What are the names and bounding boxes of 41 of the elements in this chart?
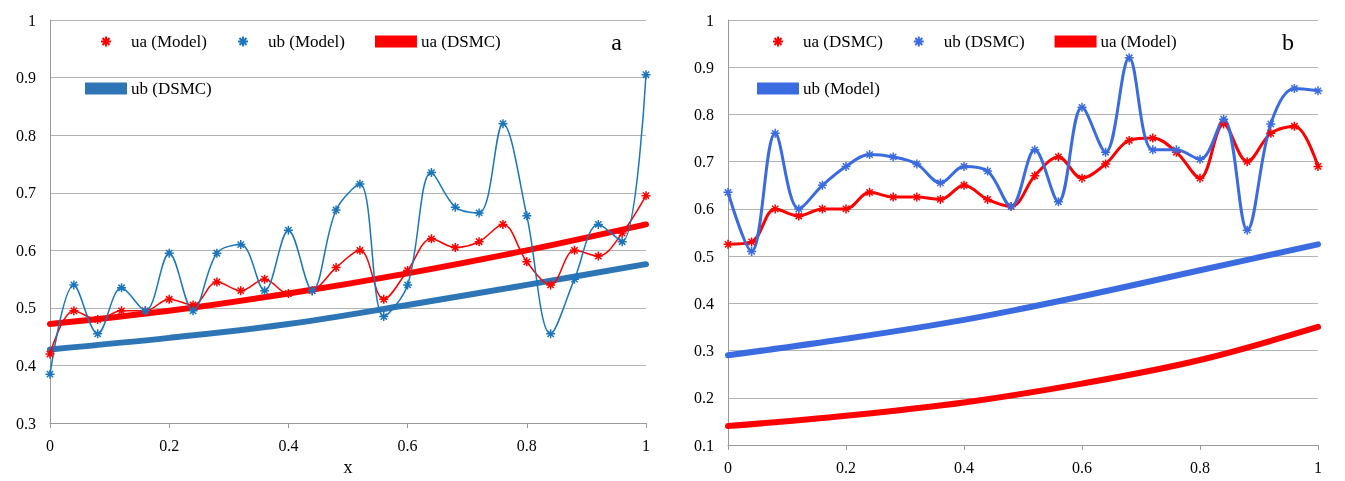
legend-label: ub (DSMC): [943, 32, 1025, 51]
x-tick-label: 0.6: [1072, 458, 1092, 476]
x-tick-label: 0.8: [516, 436, 537, 454]
y-tick-label: 0.3: [16, 414, 36, 432]
y-tick-label: 0.5: [694, 247, 714, 265]
x-tick-label: 1: [1314, 458, 1322, 476]
y-tick-label: 0.1: [694, 436, 714, 454]
legend-label: ub (Model): [268, 32, 345, 51]
y-tick-label: 1: [28, 11, 36, 29]
x-tick-label: 0.2: [159, 436, 180, 454]
y-tick-label: 1: [706, 11, 714, 29]
x-tick-label: 0.2: [836, 458, 856, 476]
y-tick-label: 0.7: [16, 184, 36, 202]
y-tick-label: 0.8: [694, 105, 714, 123]
x-tick-label: 0.6: [397, 436, 418, 454]
y-tick-label: 0.9: [16, 69, 36, 87]
y-tick-label: 0.3: [694, 342, 714, 360]
annotation: a: [611, 29, 623, 55]
y-tick-label: 0.4: [694, 294, 714, 312]
legend-label: ub (DSMC): [131, 79, 212, 98]
y-tick-label: 0.5: [16, 299, 36, 317]
x-tick-label: 0.8: [1190, 458, 1210, 476]
y-tick-label: 0.4: [16, 357, 36, 375]
x-axis-title: x: [343, 457, 353, 477]
legend-label: ua (Model): [131, 32, 208, 51]
annotation: b: [1282, 29, 1294, 55]
y-tick-label: 0.6: [694, 200, 714, 218]
legend-label: ub (Model): [803, 79, 880, 98]
y-tick-label: 0.7: [694, 153, 714, 171]
x-tick-label: 0.4: [278, 436, 299, 454]
y-tick-label: 0.6: [16, 241, 36, 259]
x-tick-label: 0: [724, 458, 732, 476]
x-tick-label: 0.4: [954, 458, 974, 476]
legend-label: ua (Model): [1100, 32, 1177, 51]
legend-label: ua (DSMC): [420, 32, 501, 51]
x-tick-label: 1: [642, 436, 650, 454]
y-tick-label: 0.2: [694, 389, 714, 407]
x-tick-label: 0: [46, 436, 54, 454]
legend-label: ua (DSMC): [803, 32, 883, 51]
y-tick-label: 0.9: [694, 58, 714, 76]
y-tick-label: 0.8: [16, 126, 36, 144]
